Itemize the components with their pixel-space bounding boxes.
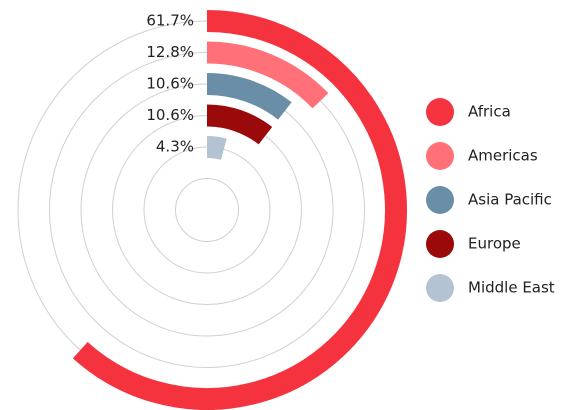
legend-label: Europe — [468, 235, 521, 253]
legend-swatch — [426, 230, 454, 258]
legend-label: Middle East — [468, 279, 555, 297]
legend-label: Asia Pacific — [468, 191, 552, 209]
track — [143, 146, 271, 274]
legend-swatch — [426, 98, 454, 126]
legend-label: Africa — [468, 103, 511, 121]
radial-bar — [206, 73, 292, 120]
legend-swatch — [426, 186, 454, 214]
legend-label: Americas — [468, 147, 538, 165]
radial-bar — [206, 41, 329, 109]
radial-bar — [206, 136, 227, 160]
radial-bar — [72, 10, 407, 410]
value-label: 10.6% — [146, 75, 194, 93]
value-label: 10.6% — [146, 106, 194, 124]
track — [175, 178, 239, 242]
value-label: 4.3% — [156, 138, 194, 156]
radial-bar — [206, 104, 273, 145]
track — [112, 115, 302, 305]
legend-swatch — [426, 274, 454, 302]
legend-swatch — [426, 142, 454, 170]
value-label: 12.8% — [146, 43, 194, 61]
value-label: 61.7% — [146, 12, 194, 30]
